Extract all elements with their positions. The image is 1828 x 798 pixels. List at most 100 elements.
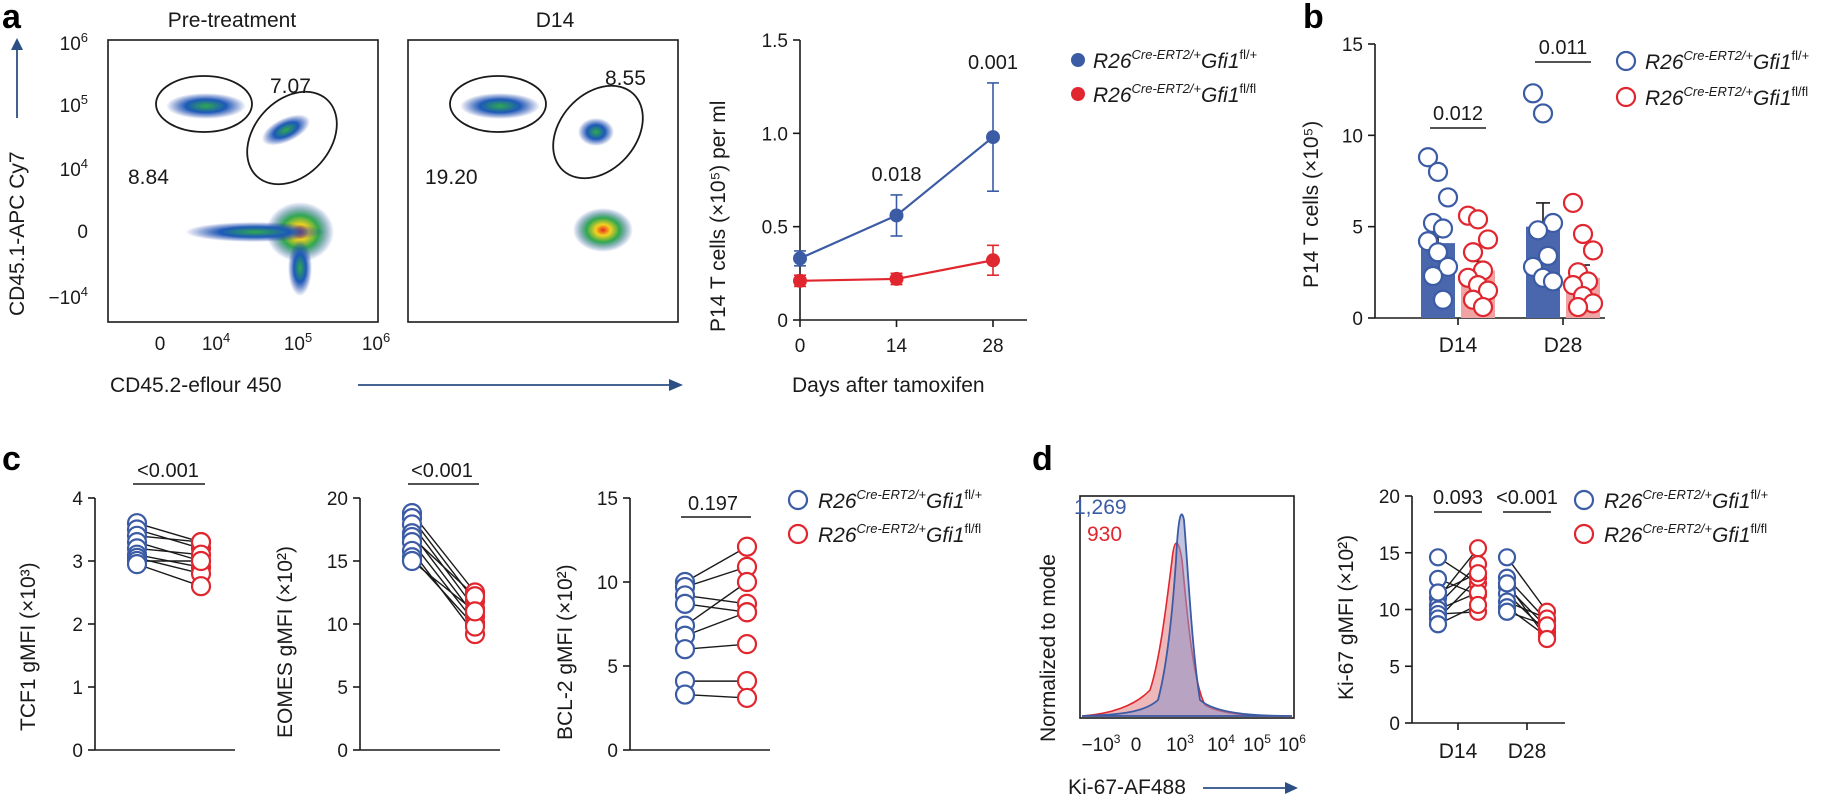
bar-category-d14: D14 <box>1439 334 1478 357</box>
gate-value-right-pre: 7.07 <box>270 75 311 98</box>
line-xtick-label: 14 <box>886 336 908 357</box>
bar-point <box>1567 296 1589 318</box>
ki67-ytick-label: 20 <box>1379 487 1400 508</box>
bar-point <box>1462 242 1484 263</box>
flow-ytick-neg1e4: −104 <box>49 284 88 309</box>
legend-b-ctrl-marker <box>1615 50 1637 72</box>
legend-d-ctrl-label: R26Cre-ERT2/+Gfi1fl/+ <box>1604 487 1768 513</box>
flow-ytick-0: 0 <box>77 222 88 243</box>
flow-ytick-1e6: 106 <box>60 30 88 55</box>
eomes-ctrl-point <box>401 550 423 572</box>
flow-frame-d14 <box>407 39 679 323</box>
tcf1-ko-point <box>190 550 212 572</box>
ki67-category-d14: D14 <box>1439 740 1478 763</box>
eomes-ytick-label: 5 <box>337 678 348 699</box>
eomes-pair-line <box>411 541 476 624</box>
eomes-ytick-label: 20 <box>327 489 348 510</box>
ki67-ctrl-point <box>1428 548 1448 567</box>
ki67-content: 0 5 10 15 20 <box>1379 487 1557 735</box>
flow-x-arrowhead <box>669 379 683 391</box>
tcf1-pvalue: <0.001 <box>137 460 199 482</box>
legend-a-ko-marker <box>1071 87 1085 101</box>
tcf1-ytick-label: 1 <box>72 678 83 699</box>
bar-point <box>1432 289 1454 310</box>
gate-right-d14 <box>552 84 644 180</box>
line-xticks: 0 14 28 <box>795 320 1004 357</box>
bcl2-pair-line <box>684 581 748 627</box>
bar-point <box>1422 265 1444 287</box>
gate-left-d14 <box>449 75 547 133</box>
bar-point <box>1417 147 1439 168</box>
legend-b-ctrl-label: R26Cre-ERT2/+Gfi1fl/+ <box>1645 48 1809 74</box>
flow-population-upper-right-d14 <box>578 118 614 146</box>
line-pvalue-day28: 0.001 <box>968 52 1018 74</box>
bcl2-pair-line <box>684 594 748 605</box>
flow-yticks: 106 105 104 0 −104 <box>49 30 88 309</box>
bar-ylabel: P14 T cells (×10⁵) <box>1300 121 1323 288</box>
legend-d-ctrl-marker <box>1573 489 1595 511</box>
flow-ytick-1e5: 105 <box>60 92 88 117</box>
ki67-pvalue-d14: 0.093 <box>1433 487 1483 509</box>
bcl2-ytick-label: 0 <box>607 741 618 762</box>
bcl2-ctrl-point <box>674 639 696 660</box>
bar-point <box>1532 103 1554 124</box>
flow-population-upper-left-pre <box>166 93 246 119</box>
panel-label-a: a <box>2 0 22 36</box>
line-ytick-label: 0.5 <box>762 218 788 239</box>
legend-d-ko-label: R26Cre-ERT2/+Gfi1fl/fl <box>1604 521 1767 547</box>
line-series-1-point <box>986 253 1000 268</box>
histogram-xlabel: Ki-67-AF488 <box>1068 776 1186 798</box>
legend-c-ctrl-marker <box>787 489 809 511</box>
bar-point <box>1477 229 1499 250</box>
line-series-0-point <box>986 130 1000 145</box>
ki67-ctrl-point <box>1428 583 1448 602</box>
eomes-ylabel: EOMES gMFI (×10²) <box>274 546 297 738</box>
flow-ylabel: CD45.1-APC Cy7 <box>6 151 29 316</box>
bar-ytick-label: 0 <box>1352 309 1363 330</box>
flow-population-upper-right-pre <box>261 114 311 146</box>
bar-ytick-label: 10 <box>1342 126 1363 147</box>
tcf1-ytick-label: 3 <box>72 552 83 573</box>
flow-ytick-1e4: 104 <box>60 156 88 181</box>
histogram-x-arrowhead <box>1285 782 1298 794</box>
bar-ytick-label: 15 <box>1342 35 1363 56</box>
histogram-ko-mfi: 930 <box>1087 523 1122 546</box>
panel-label-b: b <box>1303 0 1324 36</box>
histogram-xtick-1e3: 103 <box>1166 732 1194 756</box>
ki67-ctrl-point <box>1497 548 1517 567</box>
bar-point <box>1527 220 1549 241</box>
legend-b: R26Cre-ERT2/+Gfi1fl/+ R26Cre-ERT2/+Gfi1f… <box>1615 48 1809 110</box>
legend-a-ctrl-marker <box>1071 53 1085 67</box>
gate-value-left-d14: 19.20 <box>425 166 478 189</box>
line-series-1-point <box>889 271 904 286</box>
legend-c: R26Cre-ERT2/+Gfi1fl/+ R26Cre-ERT2/+Gfi1f… <box>787 487 982 547</box>
flow-title-pre: Pre-treatment <box>168 9 297 32</box>
bcl2-ko-point <box>736 634 758 655</box>
ki67-ko-point <box>1468 539 1488 558</box>
bar-point <box>1427 242 1449 263</box>
ki67-ylabel: Ki-67 gMFI (×10²) <box>1335 535 1358 700</box>
histogram-xtick-1e4: 104 <box>1207 732 1235 756</box>
bcl2-pair-line <box>684 693 748 699</box>
bcl2-pair-line <box>684 603 748 613</box>
bcl2-ctrl-point <box>674 684 696 705</box>
tcf1-content: 0 1 2 3 4 <box>72 483 212 762</box>
bar-point <box>1582 240 1604 261</box>
bcl2-pair-line <box>684 643 748 650</box>
legend-a: R26Cre-ERT2/+Gfi1fl/+ R26Cre-ERT2/+Gfi1f… <box>1071 47 1257 107</box>
ki67-ctrl-point <box>1497 602 1517 621</box>
flow-title-d14: D14 <box>536 9 575 32</box>
line-series-1-point <box>793 273 807 288</box>
bcl2-ctrl-point <box>674 593 696 614</box>
line-series-0-point <box>793 251 807 266</box>
legend-a-ko-label: R26Cre-ERT2/+Gfi1fl/fl <box>1093 81 1256 107</box>
bar-content <box>1417 61 1604 325</box>
flow-xtick-1e6: 106 <box>362 330 390 355</box>
ki67-category-d28: D28 <box>1508 740 1547 763</box>
paired-chart-eomes: 0 5 10 15 20 EOMES gMFI (×10²) <0.001 <box>274 460 500 762</box>
tcf1-ytick-label: 0 <box>72 741 83 762</box>
ki67-ctrl-point <box>1497 574 1517 593</box>
bar-point <box>1572 223 1594 245</box>
ki67-pvalue-d28: <0.001 <box>1496 487 1558 509</box>
